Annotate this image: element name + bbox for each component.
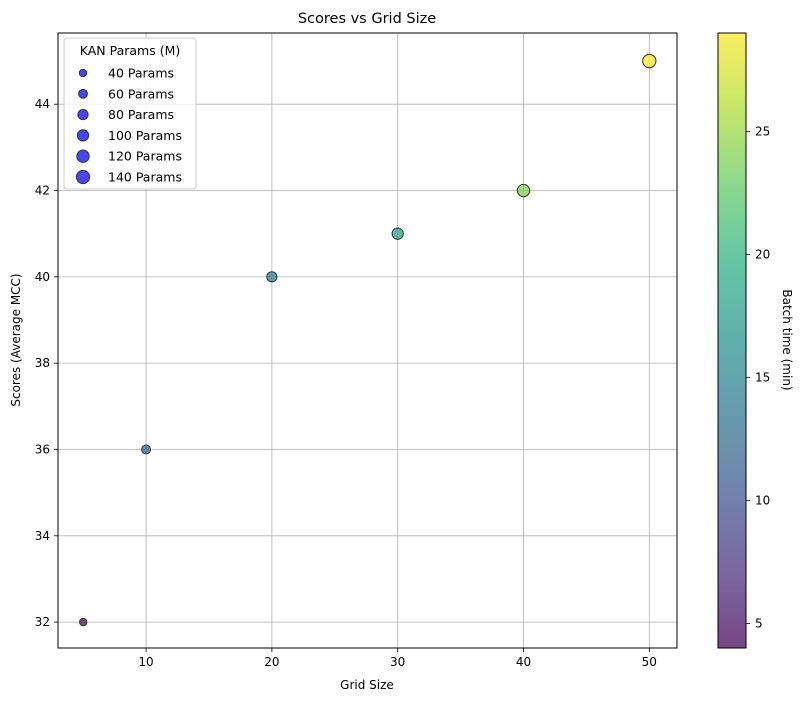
colorbar-tick-label: 5 [755,616,763,630]
x-tick-label: 40 [516,655,531,669]
y-tick-label: 34 [35,529,50,543]
y-tick-label: 36 [35,442,50,456]
colorbar-tick-label: 20 [755,247,770,261]
y-axis-label: Scores (Average MCC) [9,273,23,406]
y-tick-label: 42 [35,184,50,198]
legend-marker [77,109,89,121]
legend-entry-label: 40 Params [108,66,174,81]
y-tick-label: 38 [35,356,50,370]
colorbar-tick-label: 10 [755,493,770,507]
legend-marker [75,169,91,185]
y-axis-ticks: 32 34 36 38 40 42 44 [35,97,58,629]
x-tick-label: 20 [264,655,279,669]
legend-entry-label: 60 Params [108,86,174,101]
data-point [516,183,531,198]
x-tick-label: 50 [642,655,657,669]
chart-title: Scores vs Grid Size [298,11,436,27]
legend-entry-label: 120 Params [108,149,182,164]
data-point [78,617,88,627]
y-tick-label: 40 [35,270,50,284]
legend-marker [78,88,88,99]
legend-marker [78,68,88,78]
data-points [78,53,657,627]
data-point [141,444,152,455]
legend-title: KAN Params (M) [80,43,181,58]
data-point [391,227,404,240]
colorbar-tick-label: 25 [755,124,770,138]
legend-entry-label: 80 Params [108,107,174,122]
y-tick-label: 44 [35,97,50,111]
data-point [266,271,278,283]
legend: KAN Params (M) 40 Params 60 Params 80 Para… [63,37,197,190]
y-tick-label: 32 [35,615,50,629]
colorbar-label: Batch time (min) [780,289,794,390]
legend-box [63,37,197,190]
x-tick-label: 30 [390,655,405,669]
x-tick-label: 10 [138,655,153,669]
legend-entry-label: 140 Params [108,170,182,185]
legend-marker [76,129,90,142]
legend-entry-label: 100 Params [108,128,182,143]
plot-frame [57,32,678,649]
x-axis-ticks: 10 20 30 40 50 [138,648,657,669]
legend-marker [76,149,90,163]
colorbar-gradient [717,32,747,649]
colorbar: 5 10 15 20 25 Batch time (min) [717,32,794,649]
x-axis-label: Grid Size [340,678,394,692]
colorbar-tick-label: 15 [755,370,770,384]
data-point [642,53,657,69]
